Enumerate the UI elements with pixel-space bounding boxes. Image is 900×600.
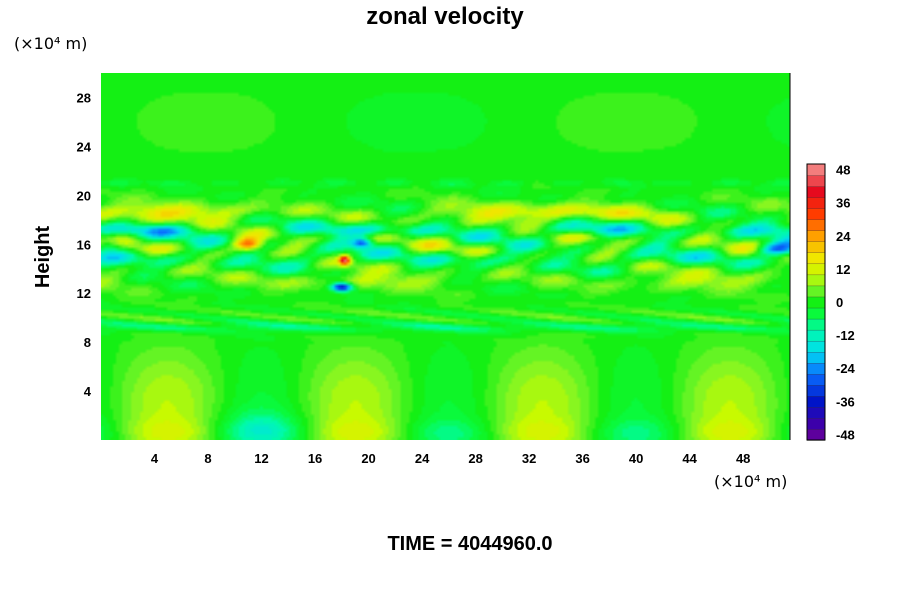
colorbar-band (806, 252, 826, 265)
colorbar-tick-label: -24 (836, 361, 856, 376)
x-unit-label: (×10⁴ m) (714, 472, 787, 491)
colorbar-band (806, 163, 826, 176)
colorbar-band (806, 263, 826, 276)
x-tick-label: 24 (415, 451, 430, 466)
colorbar-tick-label: 12 (836, 262, 850, 277)
colorbar-band (806, 351, 826, 364)
x-tick-label: 32 (522, 451, 536, 466)
heatmap-field (101, 73, 790, 440)
x-tick-label: 12 (254, 451, 268, 466)
colorbar-band (806, 307, 826, 320)
colorbar-band (806, 406, 826, 419)
y-tick-label: 8 (84, 335, 91, 350)
y-tick-label: 24 (77, 139, 92, 154)
colorbar-band (806, 428, 826, 441)
colorbar-band (806, 219, 826, 231)
colorbar-band (806, 395, 826, 408)
y-axis-label: Height (32, 226, 54, 289)
y-axis-ticks: 4 8 12 16 20 24 28 (77, 90, 92, 399)
x-axis-ticks: 4 8 12 16 20 24 28 32 36 40 44 48 (151, 451, 751, 466)
x-tick-label: 48 (736, 451, 750, 466)
colorbar-tick-label: -48 (836, 427, 855, 442)
colorbar-band (806, 241, 826, 253)
y-tick-label: 4 (84, 384, 92, 399)
chart-title: zonal velocity (366, 3, 524, 30)
time-annotation: TIME = 4044960.0 (387, 533, 552, 555)
x-tick-label: 36 (575, 451, 589, 466)
colorbar-band (806, 208, 826, 220)
x-tick-label: 4 (151, 451, 159, 466)
x-tick-label: 20 (361, 451, 375, 466)
colorbar-tick-label: 24 (836, 229, 851, 244)
y-tick-label: 28 (77, 90, 91, 105)
colorbar-band (806, 185, 826, 198)
colorbar-band (806, 285, 826, 298)
colorbar-band (806, 174, 826, 187)
colorbar: 48 36 24 12 0 -12 -24 -36 -48 (806, 163, 856, 443)
colorbar-band (806, 384, 826, 397)
colorbar-ticks: 48 36 24 12 0 -12 -24 -36 -48 (836, 163, 856, 443)
colorbar-bands (806, 163, 826, 441)
y-tick-label: 20 (77, 188, 91, 203)
colorbar-tick-label: 36 (836, 196, 850, 211)
colorbar-band (806, 340, 826, 353)
colorbar-band (806, 362, 826, 375)
colorbar-tick-label: 48 (836, 163, 850, 178)
heatmap (101, 73, 790, 440)
colorbar-band (806, 329, 826, 342)
y-tick-label: 12 (77, 286, 91, 301)
colorbar-tick-label: -36 (836, 394, 855, 409)
colorbar-band (806, 196, 826, 209)
x-tick-label: 28 (468, 451, 482, 466)
colorbar-band (806, 373, 826, 386)
y-tick-label: 16 (77, 237, 91, 252)
x-tick-label: 44 (682, 451, 697, 466)
y-unit-label: (×10⁴ m) (14, 34, 87, 53)
colorbar-band (806, 230, 826, 242)
x-tick-label: 40 (629, 451, 643, 466)
colorbar-frame (806, 163, 826, 441)
x-tick-label: 16 (308, 451, 322, 466)
colorbar-band (806, 296, 826, 309)
colorbar-band (806, 274, 826, 287)
colorbar-tick-label: 0 (836, 295, 843, 310)
colorbar-band (806, 318, 826, 331)
x-tick-label: 8 (204, 451, 211, 466)
colorbar-tick-label: -12 (836, 328, 855, 343)
colorbar-band (806, 417, 826, 430)
